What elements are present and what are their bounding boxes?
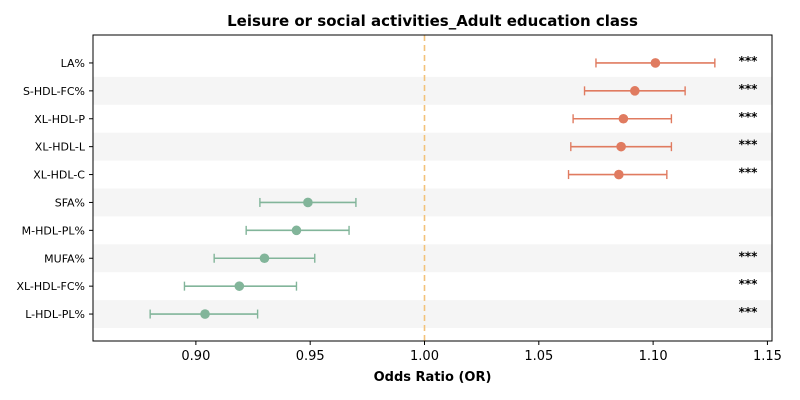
sig-label-l-hdl-pl: *** — [739, 305, 759, 319]
point-xl-hdl-p — [618, 113, 629, 124]
estimate-xl-hdl-l — [570, 141, 673, 152]
row-band-sfa — [93, 188, 772, 217]
sig-label-xl-hdl-c: *** — [739, 166, 759, 180]
ytick-label-xl-hdl-fc: XL-HDL-FC% — [16, 280, 85, 293]
sig-label-xl-hdl-fc: *** — [739, 277, 759, 291]
point-m-hdl-pl — [291, 225, 302, 236]
x-axis-label: Odds Ratio (OR) — [374, 370, 492, 385]
point-xl-hdl-c — [614, 169, 624, 180]
ytick-label-m-hdl-pl: M-HDL-PL% — [22, 224, 85, 237]
estimate-m-hdl-pl — [245, 225, 350, 236]
ytick-label-la: LA% — [61, 57, 85, 70]
estimate-xl-hdl-c — [567, 169, 668, 180]
ytick-label-xl-hdl-p: XL-HDL-P — [34, 113, 85, 126]
xtick-label-1.15: 1.15 — [753, 349, 782, 364]
plot-frame — [92, 34, 773, 342]
plot-marks — [149, 58, 716, 319]
estimate-mufa — [213, 253, 316, 264]
x-axis: 0.90 0.95 1.00 1.05 1.10 1.15 — [181, 341, 782, 364]
point-sfa — [303, 197, 313, 208]
estimate-xl-hdl-p — [572, 113, 673, 124]
sig-label-xl-hdl-l: *** — [739, 138, 759, 152]
estimate-l-hdl-pl — [149, 309, 259, 319]
estimate-la — [595, 58, 716, 68]
xtick-label-1.05: 1.05 — [524, 349, 553, 364]
chart-title: Leisure or social activities_Adult educa… — [227, 12, 638, 30]
row-band-mufa — [93, 244, 772, 273]
y-axis: LA% S-HDL-FC% XL-HDL-P XL-HDL-L XL-HDL-C SFA%… — [16, 57, 93, 321]
point-s-hdl-fc — [630, 86, 640, 96]
sig-label-la: *** — [739, 54, 759, 68]
significance-labels: *** *** *** *** *** *** *** *** — [739, 54, 759, 319]
point-la — [650, 58, 661, 68]
sig-label-mufa: *** — [739, 249, 759, 263]
point-xl-hdl-l — [616, 141, 626, 152]
estimate-xl-hdl-fc — [183, 281, 298, 291]
ytick-label-xl-hdl-l: XL-HDL-L — [35, 141, 86, 154]
xtick-label-0.95: 0.95 — [296, 349, 325, 364]
xtick-label-1.00: 1.00 — [410, 349, 439, 364]
xtick-label-0.90: 0.90 — [181, 349, 210, 364]
ytick-label-mufa: MUFA% — [44, 252, 85, 265]
estimate-sfa — [259, 197, 357, 208]
sig-label-xl-hdl-p: *** — [739, 110, 759, 124]
xtick-label-1.10: 1.10 — [639, 349, 668, 364]
ytick-label-l-hdl-pl: L-HDL-PL% — [25, 308, 85, 321]
point-l-hdl-pl — [200, 309, 210, 319]
sig-label-s-hdl-fc: *** — [739, 82, 759, 96]
ytick-label-s-hdl-fc: S-HDL-FC% — [23, 85, 85, 98]
estimate-s-hdl-fc — [583, 86, 686, 96]
ytick-label-xl-hdl-c: XL-HDL-C — [33, 169, 85, 182]
point-xl-hdl-fc — [234, 281, 245, 291]
point-mufa — [259, 253, 270, 264]
ytick-label-sfa: SFA% — [55, 196, 85, 209]
row-bands — [93, 76, 772, 328]
